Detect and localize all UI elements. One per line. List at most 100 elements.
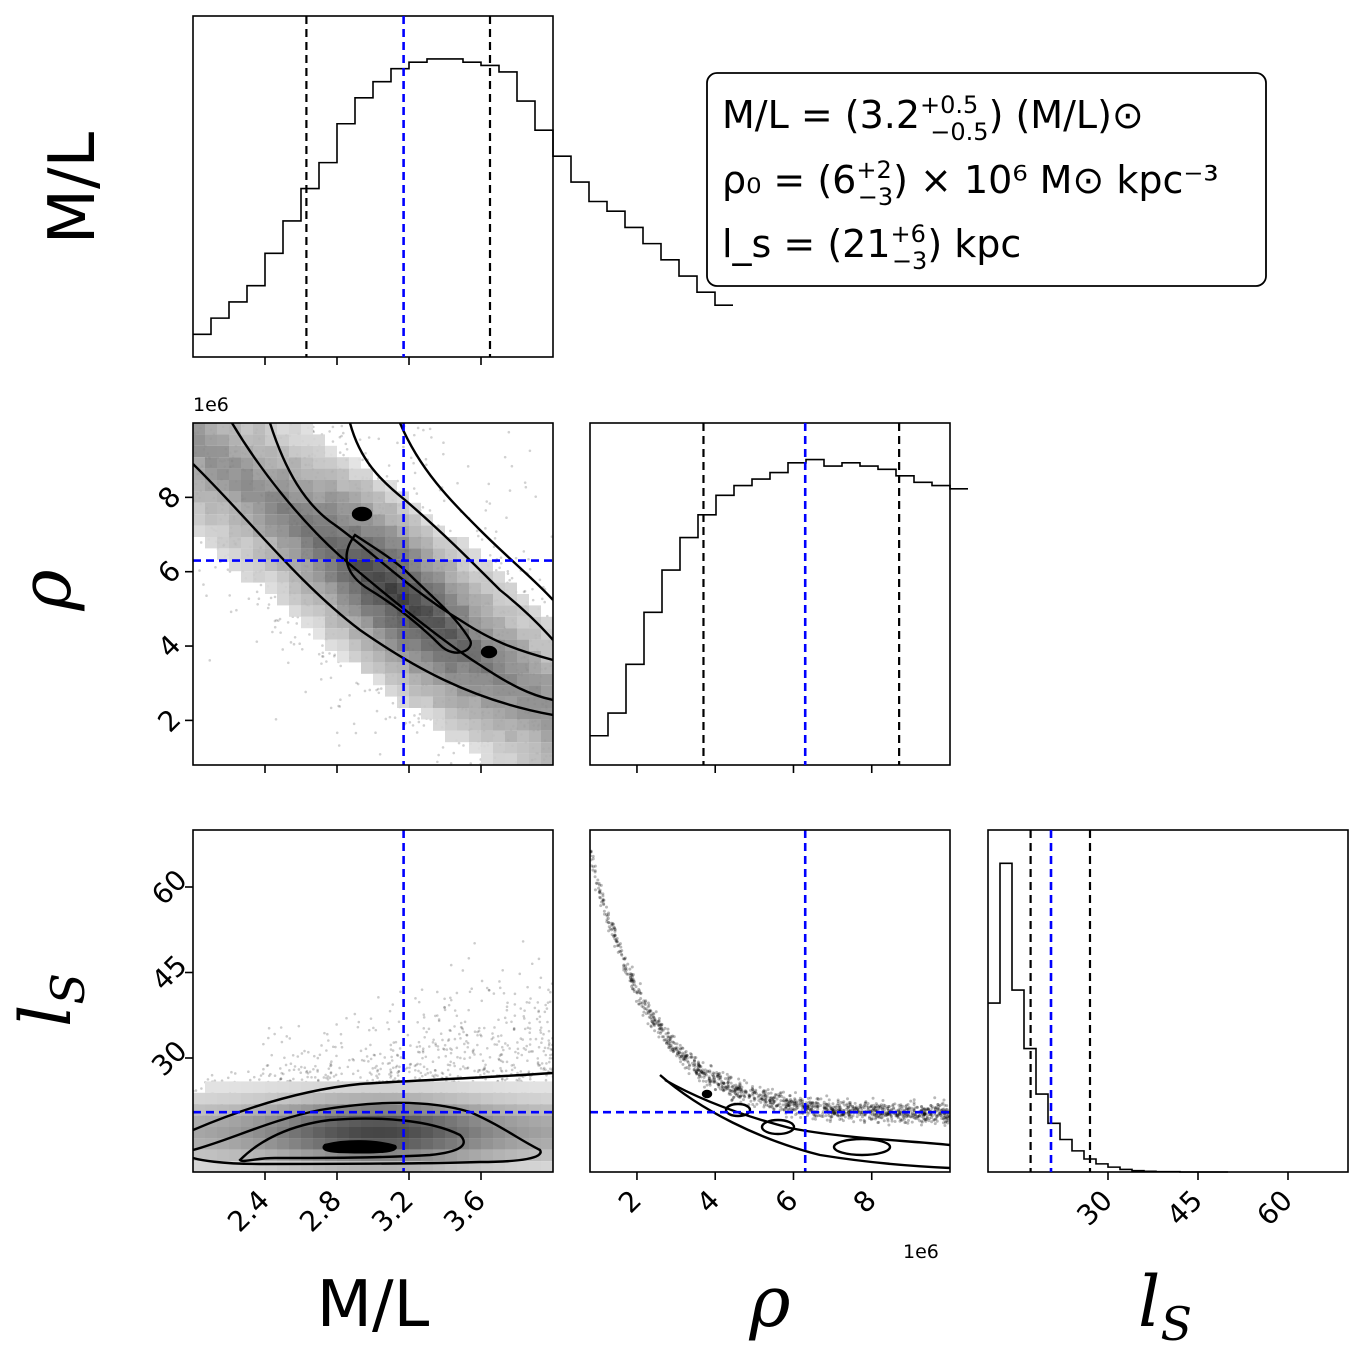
scatter-point <box>450 1048 453 1051</box>
scatter-point <box>917 1114 921 1118</box>
density-cell <box>373 491 385 503</box>
axes-frame <box>192 15 554 358</box>
density-cell <box>433 1161 445 1172</box>
scatter-point <box>442 499 446 503</box>
scatter-point <box>810 1107 814 1111</box>
density-cell <box>481 1092 493 1105</box>
scatter-point <box>859 1112 863 1116</box>
scatter-point <box>396 1071 399 1074</box>
scatter-point <box>291 1053 295 1057</box>
scatter-point <box>933 1106 937 1110</box>
scatter-point <box>703 1073 707 1077</box>
scatter-point <box>505 1021 508 1024</box>
scatter-point <box>743 1095 747 1099</box>
scatter-point <box>673 1042 677 1046</box>
panel-rho-hist <box>589 422 968 773</box>
scatter-point <box>461 1027 464 1031</box>
scatter-point <box>428 509 432 512</box>
scatter-point <box>675 1054 679 1058</box>
scatter-point <box>354 731 358 735</box>
density-cell <box>541 730 553 743</box>
scatter-point <box>848 1104 852 1108</box>
density-cell <box>385 628 397 640</box>
scatter-point <box>716 1083 720 1087</box>
density-cell <box>349 1092 361 1105</box>
density-cell <box>373 1149 385 1162</box>
scatter-point <box>708 1081 712 1085</box>
density-cell <box>349 651 361 663</box>
scatter-point <box>816 1114 820 1118</box>
density-cell <box>301 445 313 458</box>
scatter-point <box>360 1058 364 1062</box>
density-cell <box>217 434 229 446</box>
scatter-point <box>701 1079 705 1083</box>
x-label-ml: M/L <box>317 1268 430 1342</box>
scatter-point <box>706 1070 710 1074</box>
scatter-point <box>484 509 488 512</box>
density-cell <box>469 651 481 663</box>
density-cell <box>433 1127 445 1139</box>
scatter-point <box>643 1001 647 1005</box>
scatter-point <box>726 1078 730 1082</box>
scatter-point <box>944 1108 948 1112</box>
density-cell <box>217 1104 229 1116</box>
density-cell <box>505 730 517 743</box>
density-cell <box>205 468 217 480</box>
scatter-point <box>613 933 617 937</box>
scatter-point <box>786 1101 790 1105</box>
scatter-point <box>613 928 617 932</box>
density-cell <box>385 1161 397 1172</box>
scatter-point <box>784 1105 788 1109</box>
scatter-point <box>702 1070 706 1074</box>
scatter-point <box>912 1113 916 1117</box>
scatter-point <box>424 1055 428 1059</box>
scatter-point <box>662 1035 666 1039</box>
scatter-point <box>801 1099 805 1103</box>
scatter-point <box>736 1086 740 1090</box>
scatter-point <box>298 642 301 646</box>
scatter-point <box>657 1017 661 1021</box>
density-cell <box>421 571 433 583</box>
scatter-point <box>479 1033 482 1037</box>
scatter-point <box>449 761 453 765</box>
scatter-point <box>659 1024 663 1028</box>
scatter-point <box>657 1019 661 1023</box>
scatter-point <box>883 1106 887 1110</box>
scatter-point <box>484 1077 487 1081</box>
scatter-point <box>668 1044 672 1048</box>
density-cell <box>517 594 529 606</box>
scatter-point <box>459 1067 462 1071</box>
scatter-point <box>786 1104 790 1108</box>
density-cell <box>433 685 445 697</box>
scatter-point <box>719 1074 723 1078</box>
scatter-point <box>863 1119 867 1123</box>
scatter-point <box>770 1102 774 1106</box>
density-cell <box>433 1115 445 1127</box>
density-cell <box>289 1149 301 1162</box>
scatter-point <box>396 441 399 445</box>
scatter-point <box>473 1069 476 1073</box>
density-cell <box>313 480 325 492</box>
scatter-point <box>417 1040 421 1044</box>
scatter-point <box>357 1020 361 1024</box>
scatter-point <box>255 640 259 643</box>
scatter-point <box>235 608 238 612</box>
density-cell <box>265 1115 277 1127</box>
scatter-point <box>266 1063 270 1067</box>
scatter-point <box>791 1107 795 1111</box>
scatter-point <box>761 1090 765 1094</box>
scatter-point <box>925 1112 929 1116</box>
density-cell <box>205 1104 217 1116</box>
scatter-point <box>859 1103 863 1107</box>
scatter-point <box>374 731 377 735</box>
scatter-point <box>680 1051 684 1055</box>
scatter-point <box>936 1107 940 1111</box>
density-cell <box>241 468 253 480</box>
scatter-point <box>773 1096 777 1100</box>
scatter-point <box>536 1001 540 1004</box>
scatter-point <box>923 1117 927 1121</box>
scatter-point <box>667 1043 671 1047</box>
scatter-point <box>506 572 510 575</box>
scatter-point <box>720 1079 724 1083</box>
scatter-point <box>944 1120 948 1124</box>
